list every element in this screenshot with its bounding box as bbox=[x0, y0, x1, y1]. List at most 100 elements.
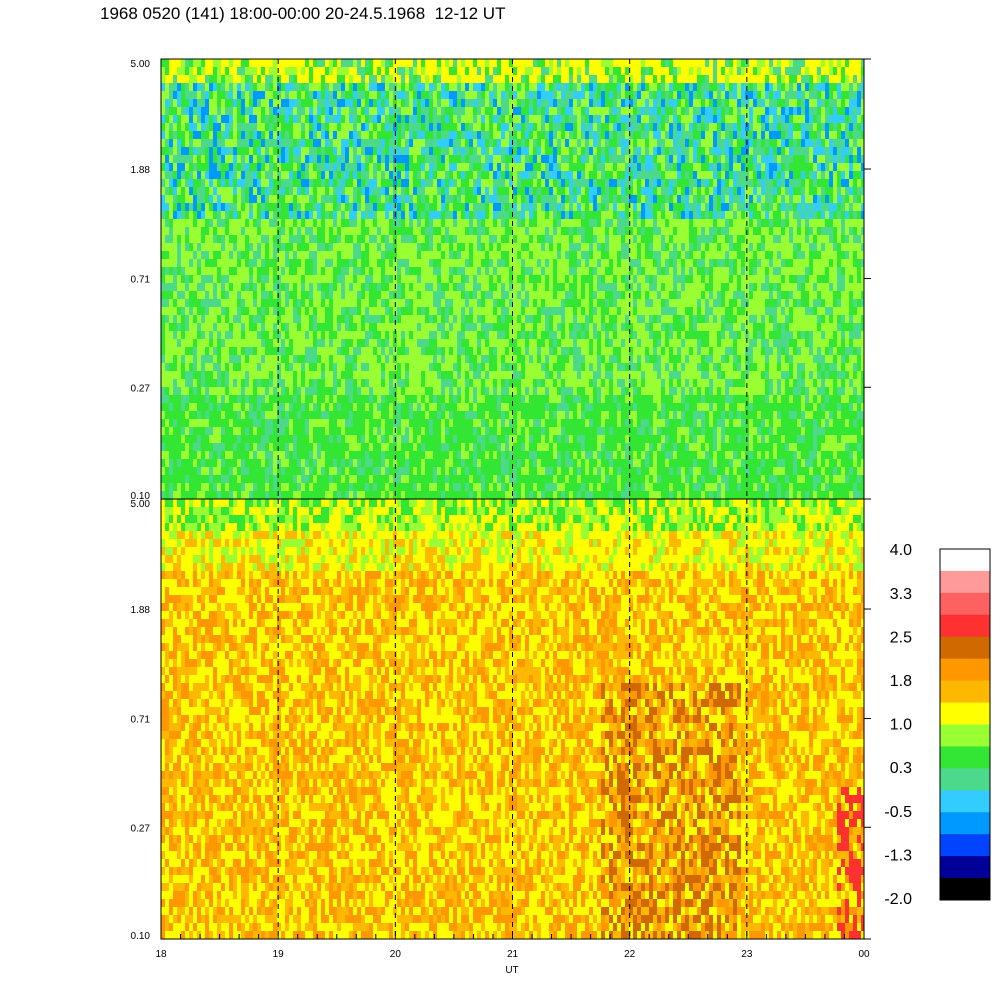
top-heatmap-cell bbox=[405, 259, 410, 268]
top-heatmap-cell bbox=[489, 59, 494, 68]
top-heatmap-cell bbox=[513, 195, 518, 204]
top-heatmap-cell bbox=[345, 83, 350, 92]
top-heatmap-cell bbox=[309, 371, 314, 380]
top-heatmap-cell bbox=[489, 283, 494, 292]
top-heatmap-cell bbox=[217, 123, 222, 132]
top-heatmap-cell bbox=[337, 211, 342, 220]
top-heatmap-cell bbox=[397, 155, 402, 164]
top-heatmap-cell bbox=[489, 339, 494, 348]
top-heatmap-cell bbox=[353, 299, 358, 308]
top-heatmap-cell bbox=[201, 155, 206, 164]
top-heatmap-cell bbox=[489, 371, 494, 380]
top-heatmap-cell bbox=[429, 267, 434, 276]
top-heatmap-cell bbox=[161, 475, 166, 484]
top-heatmap-cell bbox=[493, 451, 498, 460]
top-heatmap-cell bbox=[229, 123, 234, 132]
top-heatmap-cell bbox=[189, 467, 194, 476]
top-heatmap-cell bbox=[237, 155, 242, 164]
top-heatmap-cell bbox=[209, 83, 214, 92]
top-heatmap-cell bbox=[393, 179, 398, 188]
top-heatmap-cell bbox=[197, 91, 202, 100]
top-heatmap-cell bbox=[385, 187, 390, 196]
top-heatmap-cell bbox=[277, 227, 282, 236]
top-heatmap-cell bbox=[289, 59, 294, 68]
top-heatmap-cell bbox=[309, 187, 314, 196]
top-heatmap-cell bbox=[353, 451, 358, 460]
top-heatmap-cell bbox=[421, 283, 426, 292]
top-heatmap-cell bbox=[369, 339, 374, 348]
top-heatmap-cell bbox=[261, 275, 266, 284]
top-heatmap-cell bbox=[425, 403, 430, 412]
top-heatmap-cell bbox=[201, 379, 206, 388]
top-heatmap-cell bbox=[453, 379, 458, 388]
top-heatmap-cell bbox=[221, 99, 226, 108]
top-heatmap-cell bbox=[429, 395, 434, 404]
top-heatmap-cell bbox=[473, 163, 478, 172]
top-heatmap-cell bbox=[161, 451, 166, 460]
top-heatmap-cell bbox=[401, 147, 406, 156]
top-heatmap-cell bbox=[333, 323, 338, 332]
top-heatmap-cell bbox=[389, 83, 394, 92]
top-heatmap-cell bbox=[205, 339, 210, 348]
top-heatmap-cell bbox=[201, 195, 206, 204]
top-heatmap-cell bbox=[341, 155, 346, 164]
top-heatmap-cell bbox=[437, 411, 442, 420]
top-heatmap-cell bbox=[369, 99, 374, 108]
top-heatmap-cell bbox=[329, 491, 334, 499]
top-heatmap-cell bbox=[473, 243, 478, 252]
top-heatmap-cell bbox=[193, 355, 198, 364]
top-heatmap-cell bbox=[353, 107, 358, 116]
top-heatmap-cell bbox=[261, 243, 266, 252]
top-heatmap-cell bbox=[401, 395, 406, 404]
top-heatmap-cell bbox=[425, 451, 430, 460]
top-heatmap-cell bbox=[205, 219, 210, 228]
top-heatmap-cell bbox=[257, 211, 262, 220]
top-heatmap-cell bbox=[193, 259, 198, 268]
top-heatmap-cell bbox=[341, 283, 346, 292]
top-heatmap-cell bbox=[485, 363, 490, 372]
top-heatmap-cell bbox=[197, 339, 202, 348]
top-heatmap-cell bbox=[285, 435, 290, 444]
top-heatmap-cell bbox=[429, 227, 434, 236]
top-heatmap-cell bbox=[353, 339, 358, 348]
top-heatmap-cell bbox=[473, 131, 478, 140]
top-heatmap-cell bbox=[253, 483, 258, 492]
top-heatmap-cell bbox=[485, 139, 490, 148]
top-heatmap-cell bbox=[485, 107, 490, 116]
top-heatmap-cell bbox=[361, 443, 366, 452]
top-heatmap-cell bbox=[201, 115, 206, 124]
top-heatmap-cell bbox=[441, 331, 446, 340]
top-heatmap-cell bbox=[301, 115, 306, 124]
top-heatmap-cell bbox=[293, 163, 298, 172]
top-heatmap-cell bbox=[473, 307, 478, 316]
top-heatmap-cell bbox=[333, 483, 338, 492]
top-heatmap-cell bbox=[293, 179, 298, 188]
top-heatmap-cell bbox=[461, 347, 466, 356]
top-heatmap-cell bbox=[337, 195, 342, 204]
top-heatmap-cell bbox=[313, 243, 318, 252]
top-heatmap-cell bbox=[477, 187, 482, 196]
top-heatmap-cell bbox=[309, 491, 314, 499]
top-heatmap-cell bbox=[349, 451, 354, 460]
top-heatmap-cell bbox=[277, 123, 282, 132]
top-heatmap-cell bbox=[465, 475, 470, 484]
top-heatmap-cell bbox=[325, 475, 330, 484]
top-heatmap-cell bbox=[333, 459, 338, 468]
top-heatmap-cell bbox=[449, 395, 454, 404]
top-heatmap-cell bbox=[309, 267, 314, 276]
top-heatmap-cell bbox=[433, 475, 438, 484]
top-heatmap-cell bbox=[417, 83, 422, 92]
top-heatmap-cell bbox=[245, 235, 250, 244]
top-heatmap-cell bbox=[169, 75, 174, 84]
top-heatmap-cell bbox=[369, 411, 374, 420]
top-heatmap-cell bbox=[473, 411, 478, 420]
top-heatmap-cell bbox=[305, 483, 310, 492]
top-heatmap-cell bbox=[373, 315, 378, 324]
top-heatmap-cell bbox=[229, 187, 234, 196]
top-heatmap-cell bbox=[357, 107, 362, 116]
top-heatmap-cell bbox=[277, 99, 282, 108]
top-heatmap-cell bbox=[477, 379, 482, 388]
top-heatmap-cell bbox=[441, 395, 446, 404]
top-heatmap-cell bbox=[441, 123, 446, 132]
top-heatmap-cell bbox=[185, 195, 190, 204]
